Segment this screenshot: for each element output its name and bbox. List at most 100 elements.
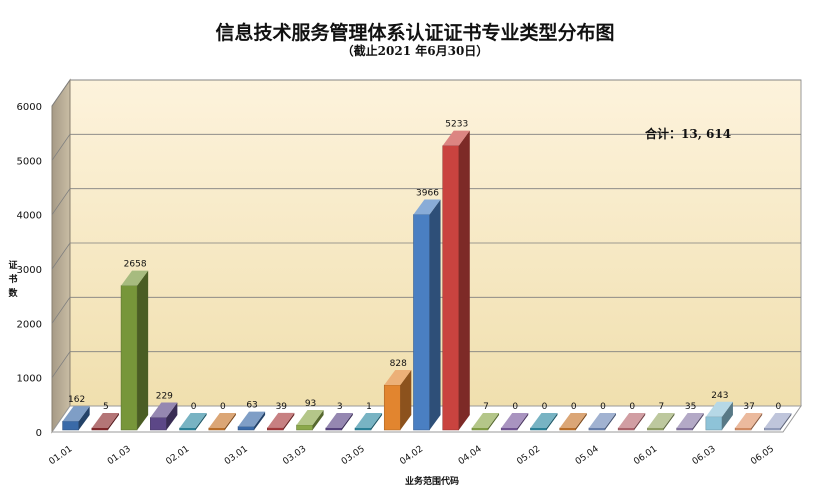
- bar: [734, 412, 763, 431]
- x-tick-label: 06.03: [691, 444, 718, 467]
- bar-top: [501, 413, 529, 428]
- x-axis-label: 业务范围代码: [405, 475, 459, 487]
- bar-top: [150, 402, 178, 418]
- bar-side: [78, 406, 90, 430]
- data-label: 0: [512, 402, 518, 412]
- data-label: 63: [246, 401, 257, 411]
- y-axis-label: 证书数: [8, 260, 18, 299]
- data-label: 162: [68, 395, 85, 405]
- bar: [354, 413, 383, 431]
- y-tick-label: 1000: [17, 374, 42, 385]
- gridline: [51, 79, 801, 107]
- data-label: 1: [366, 402, 372, 412]
- total-annotation: 合计：13, 614: [645, 126, 731, 141]
- data-label: 5233: [445, 120, 468, 130]
- bar: [413, 199, 441, 431]
- bar-front: [413, 214, 430, 431]
- bar-front: [179, 427, 196, 431]
- bar-front: [208, 427, 226, 431]
- bar-side: [751, 412, 763, 430]
- bar-top: [267, 412, 295, 428]
- bar-top: [588, 413, 616, 428]
- bar: [325, 413, 353, 431]
- data-label: 828: [390, 359, 407, 369]
- bar-side: [166, 402, 178, 430]
- gridlines: [51, 79, 801, 378]
- bar: [705, 401, 733, 431]
- data-label: 3966: [416, 189, 439, 199]
- data-label: 243: [711, 391, 728, 401]
- bar-side: [546, 413, 558, 430]
- bar-front: [705, 416, 723, 431]
- bar: [237, 411, 266, 431]
- y-tick-labels: 0 1000 2000 3000 4000 5000 6000: [17, 102, 42, 439]
- data-label: 0: [220, 402, 226, 412]
- bar-side: [517, 413, 529, 430]
- data-label: 39: [276, 402, 288, 412]
- bar: [588, 413, 616, 431]
- bar-front: [150, 417, 167, 431]
- data-label: 93: [305, 399, 316, 409]
- data-label: 0: [629, 402, 635, 412]
- y-tick-label: 5000: [17, 156, 42, 167]
- bar: [120, 270, 149, 431]
- bar-side: [604, 413, 616, 430]
- y-tick-label: 0: [36, 428, 42, 439]
- bar-front: [588, 427, 606, 431]
- bar-front: [296, 424, 313, 431]
- bar-front: [237, 426, 255, 431]
- x-tick-label: 04.04: [457, 444, 484, 467]
- bar-top: [296, 409, 324, 425]
- bar: [676, 413, 704, 431]
- bar-top: [325, 413, 353, 428]
- bar-side: [429, 199, 441, 430]
- bar-front: [91, 427, 109, 431]
- bar: [471, 413, 500, 431]
- bar-top: [559, 413, 587, 428]
- x-tick-label: 03.03: [281, 444, 308, 467]
- bar: [267, 412, 295, 431]
- y-tick-label: 4000: [17, 211, 42, 222]
- data-label: 35: [685, 402, 696, 412]
- data-label: 3: [337, 402, 343, 412]
- bar: [764, 413, 792, 431]
- bar-side: [137, 270, 149, 430]
- y-axis-label-char: 证: [8, 260, 17, 271]
- x-tick-label: 01.03: [106, 444, 133, 467]
- bar-top: [471, 413, 500, 428]
- bar-top: [442, 130, 470, 146]
- y-axis-label-char: 数: [8, 287, 18, 299]
- bar: [208, 413, 236, 431]
- bar-top: [530, 413, 558, 428]
- x-tick-label: 06.01: [632, 444, 659, 467]
- bar-top: [735, 412, 763, 428]
- bar-top: [676, 413, 704, 428]
- bar-side: [721, 401, 733, 430]
- bar-front: [62, 420, 79, 431]
- bar: [442, 130, 470, 431]
- bar-top: [179, 413, 207, 428]
- data-label: 0: [600, 402, 606, 412]
- bar: [150, 402, 178, 431]
- data-label: 229: [156, 392, 173, 402]
- bar-front: [383, 384, 401, 431]
- bar-side: [254, 411, 266, 430]
- gridline: [51, 188, 801, 215]
- bar-front: [617, 427, 635, 431]
- y-tick-label: 3000: [17, 265, 42, 276]
- gridline: [51, 242, 801, 270]
- bar-side: [312, 409, 324, 430]
- bar-side: [575, 413, 587, 430]
- bar: [91, 413, 119, 431]
- bar: [179, 413, 207, 431]
- bar: [62, 406, 90, 431]
- y-tick-label: 6000: [17, 102, 42, 113]
- bar-side: [663, 413, 675, 430]
- bar-top: [238, 411, 266, 427]
- bar-side: [488, 413, 500, 430]
- bar-front: [325, 427, 343, 431]
- bar: [559, 413, 587, 431]
- bar-front: [354, 427, 372, 431]
- bar-side: [283, 412, 295, 430]
